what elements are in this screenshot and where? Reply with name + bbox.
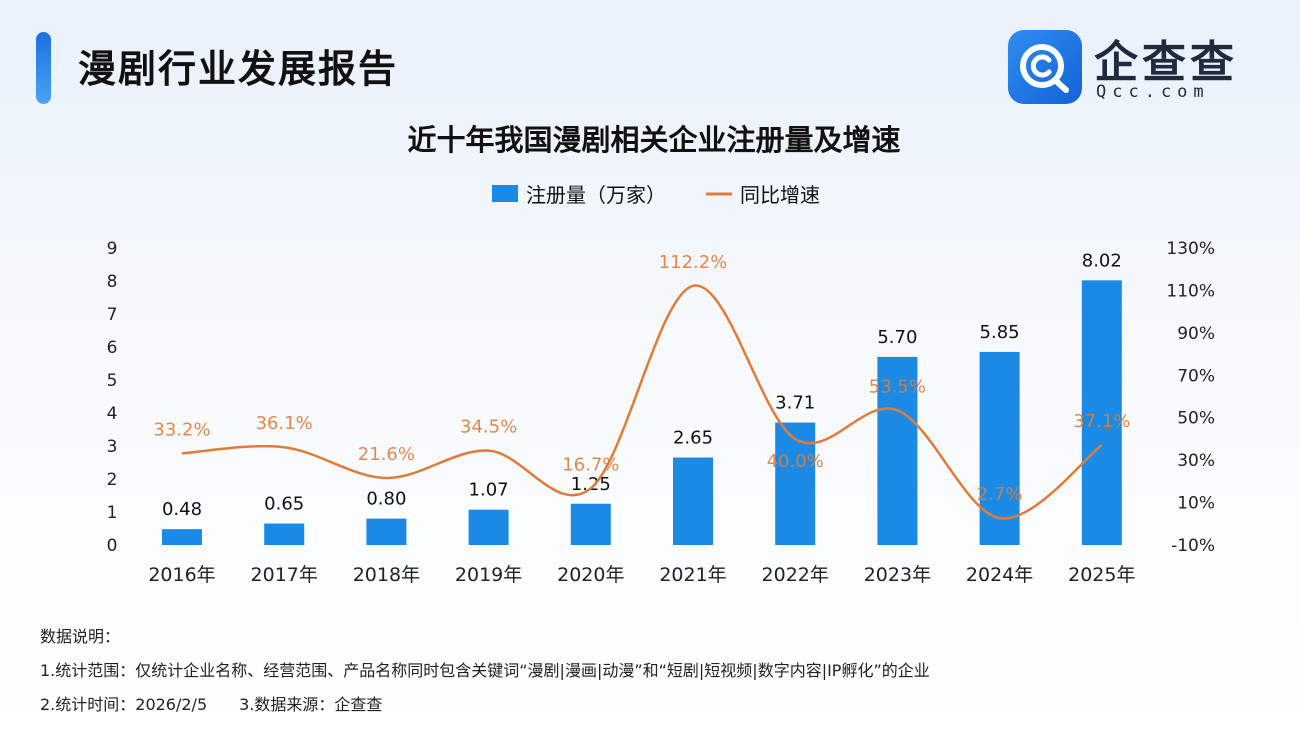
- x-tick-label: 2017年: [251, 564, 318, 586]
- bar-value-labels: 0.48 0.65 0.80 1.07 1.25 2.65 3.71 5.70 5.85 8.02: [162, 250, 1122, 520]
- y-left-tick: 9: [107, 239, 118, 259]
- rate-value-label: 21.6%: [358, 444, 415, 465]
- bar-value-label: 8.02: [1082, 250, 1122, 271]
- x-axis-labels: 2016年 2017年 2018年 2019年 2020年 2021年 2022年 2023年…: [148, 564, 1135, 586]
- report-title: 漫剧行业发展报告: [78, 47, 399, 91]
- bar-value-label: 1.25: [571, 474, 611, 495]
- y-left-tick: 2: [107, 470, 118, 490]
- rate-value-label: 40.0%: [767, 451, 824, 472]
- rate-value-label: 2.7%: [977, 484, 1023, 505]
- bar: [1081, 280, 1122, 545]
- chart-title: 近十年我国漫剧相关企业注册量及增速: [407, 123, 900, 157]
- y-right-tick: 90%: [1177, 324, 1215, 344]
- x-tick-label: 2024年: [966, 564, 1033, 586]
- bar-value-label: 1.07: [469, 480, 509, 501]
- bar: [877, 356, 918, 545]
- rate-value-label: 34.5%: [460, 417, 517, 438]
- y-left-tick: 5: [107, 371, 118, 391]
- x-tick-label: 2016年: [148, 564, 215, 586]
- logo-name: 企查查: [1094, 37, 1238, 88]
- bar-value-label: 0.65: [264, 494, 304, 515]
- notes-heading: 数据说明：: [40, 627, 121, 646]
- growth-rate-labels: 33.2% 36.1% 21.6% 34.5% 16.7% 112.2% 40.0% 53.5…: [153, 252, 1130, 505]
- x-tick-label: 2025年: [1068, 564, 1135, 586]
- rate-value-label: 33.2%: [153, 419, 210, 440]
- y-left-tick: 3: [107, 437, 118, 457]
- y-left-tick: 8: [107, 272, 118, 292]
- registration-chart: 近十年我国漫剧相关企业注册量及增速 注册量（万家） 同比增速 0 1 2 3 4 5 6 7 8…: [107, 123, 1215, 586]
- rate-value-label: 112.2%: [659, 252, 728, 273]
- legend: 注册量（万家） 同比增速: [492, 183, 820, 207]
- qcc-logo: 企查查 Qcc.com: [1008, 30, 1258, 106]
- bar: [775, 422, 816, 545]
- bar-value-label: 3.71: [775, 393, 815, 414]
- notes-scope: 1.统计范围：仅统计企业名称、经营范围、产品名称同时包含关键词“漫剧|漫画|动漫…: [40, 661, 930, 680]
- y-axis-right: -10% 10% 30% 50% 70% 90% 110% 130%: [1166, 239, 1215, 556]
- bar: [570, 503, 611, 545]
- bar-value-label: 0.80: [366, 489, 406, 510]
- legend-bar-label: 注册量（万家）: [526, 183, 666, 207]
- bar: [264, 523, 305, 545]
- y-left-tick: 7: [107, 305, 118, 325]
- logo-domain: Qcc.com: [1096, 82, 1210, 102]
- y-right-tick: 130%: [1166, 239, 1215, 259]
- bar-value-label: 5.85: [980, 322, 1020, 343]
- y-right-tick: 110%: [1166, 281, 1215, 301]
- legend-line-label: 同比增速: [740, 183, 820, 207]
- x-tick-label: 2020年: [557, 564, 624, 586]
- y-right-tick: 50%: [1177, 409, 1215, 429]
- y-axis-left: 0 1 2 3 4 5 6 7 8 9: [107, 239, 118, 556]
- rate-value-label: 53.5%: [869, 376, 926, 397]
- bar: [366, 518, 407, 545]
- x-tick-label: 2019年: [455, 564, 522, 586]
- bar: [162, 529, 202, 545]
- bar: [673, 457, 713, 545]
- growth-rate-line: [181, 284, 1103, 520]
- title-accent-bar: [36, 32, 51, 104]
- y-right-tick: 30%: [1177, 451, 1215, 471]
- y-left-tick: 1: [107, 503, 118, 523]
- y-right-tick: 10%: [1177, 494, 1215, 514]
- rate-value-label: 36.1%: [256, 413, 313, 434]
- qcc-logo-icon: [1008, 30, 1082, 104]
- bar: [468, 509, 509, 545]
- y-right-tick: 70%: [1177, 366, 1215, 386]
- rate-value-label: 37.1%: [1073, 411, 1130, 432]
- data-notes: 数据说明： 1.统计范围：仅统计企业名称、经营范围、产品名称同时包含关键词“漫剧…: [40, 620, 930, 722]
- rate-value-label: 16.7%: [562, 454, 619, 475]
- bar-value-label: 5.70: [877, 327, 917, 348]
- x-tick-label: 2018年: [353, 564, 420, 586]
- x-tick-label: 2023年: [864, 564, 931, 586]
- y-right-tick: -10%: [1171, 536, 1215, 556]
- y-left-tick: 4: [107, 404, 118, 424]
- y-left-tick: 6: [107, 338, 118, 358]
- y-left-tick: 0: [107, 536, 118, 556]
- x-tick-label: 2022年: [762, 564, 829, 586]
- x-tick-label: 2021年: [659, 564, 726, 586]
- legend-bar-swatch: [492, 185, 518, 202]
- bar-value-label: 2.65: [673, 428, 713, 449]
- notes-time-source: 2.统计时间：2026/2/5 3.数据来源：企查查: [40, 695, 383, 714]
- bar-value-label: 0.48: [162, 499, 202, 520]
